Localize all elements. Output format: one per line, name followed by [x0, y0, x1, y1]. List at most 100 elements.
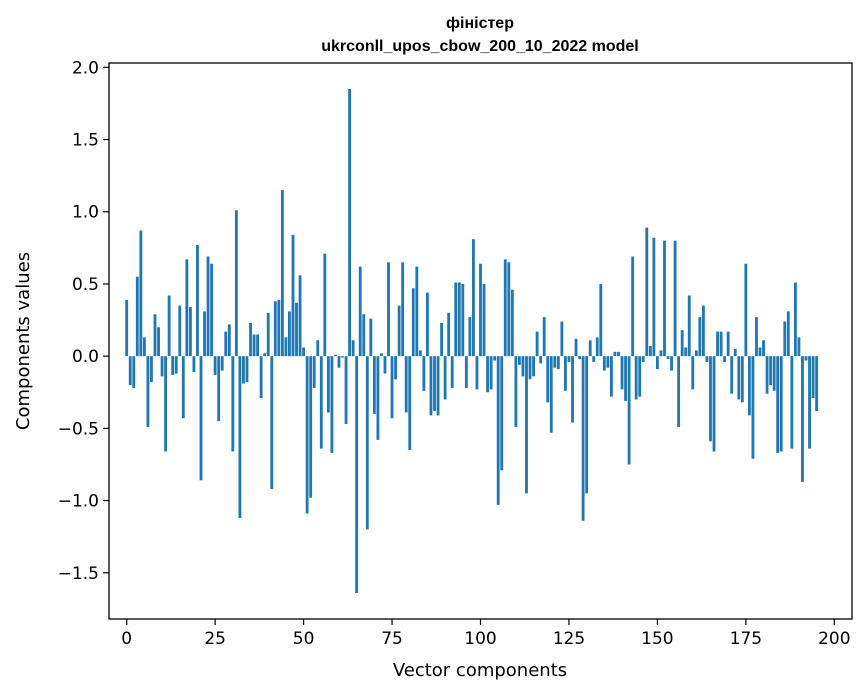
bar — [383, 356, 387, 374]
bar — [585, 356, 589, 494]
x-tick-label: 150 — [641, 629, 673, 649]
bar — [595, 337, 599, 357]
bar — [475, 356, 479, 390]
bar — [602, 356, 606, 371]
bar — [528, 356, 532, 380]
bar — [539, 356, 543, 364]
bar — [227, 324, 231, 357]
bar — [811, 356, 815, 399]
bar — [150, 356, 153, 383]
bar — [525, 356, 528, 494]
bar — [376, 356, 380, 440]
bar — [259, 356, 263, 399]
bar — [146, 356, 150, 427]
bar — [242, 356, 245, 384]
y-tick-label: 2.0 — [72, 58, 99, 78]
bar — [387, 262, 390, 357]
bar — [319, 356, 323, 449]
bar — [390, 356, 394, 419]
chart-subtitle: ukrconll_upos_cbow_200_10_2022 model — [321, 38, 638, 55]
y-tick-label: 1.5 — [72, 131, 99, 151]
bar — [793, 282, 797, 357]
bar — [500, 356, 504, 471]
bar — [592, 356, 596, 362]
bar — [188, 307, 192, 357]
bar — [627, 356, 631, 465]
bar — [510, 289, 514, 357]
bar — [599, 283, 603, 357]
bar — [415, 266, 419, 357]
bar — [160, 356, 164, 377]
bar — [783, 321, 787, 357]
x-tick-label: 50 — [293, 629, 315, 649]
bar — [808, 356, 811, 449]
bar — [776, 356, 780, 453]
bar — [210, 263, 214, 357]
bar — [256, 334, 260, 357]
bar — [280, 190, 284, 357]
bar — [709, 356, 712, 442]
bar — [723, 356, 727, 362]
bar — [694, 350, 698, 357]
bar — [394, 356, 397, 380]
bar — [461, 283, 465, 357]
bar — [309, 356, 313, 498]
bar — [178, 305, 182, 357]
bars-group — [125, 88, 819, 593]
bar — [659, 350, 663, 357]
bar — [199, 356, 203, 481]
bar — [273, 301, 277, 357]
bar — [404, 356, 408, 413]
bar — [213, 356, 217, 375]
bar — [355, 356, 359, 593]
bar — [249, 322, 252, 357]
bar — [217, 356, 221, 422]
bar — [472, 239, 475, 357]
bar — [581, 356, 585, 521]
bar — [203, 311, 206, 357]
bar — [128, 356, 132, 386]
bar — [744, 263, 748, 357]
bar — [638, 356, 642, 397]
bar — [542, 317, 546, 357]
bar — [192, 356, 196, 373]
bar — [482, 283, 486, 357]
bar — [231, 356, 235, 452]
bar — [196, 244, 199, 357]
bar — [436, 356, 440, 416]
bar — [747, 356, 751, 416]
y-tick-label: −0.5 — [58, 419, 99, 439]
bar — [737, 356, 741, 400]
bar — [365, 356, 369, 530]
bar — [167, 295, 171, 357]
y-axis-ticks: −1.5 −1.0 −0.5 0.0 0.5 1.0 1.5 2.0 — [58, 58, 109, 584]
bar — [291, 234, 295, 357]
bar — [270, 356, 274, 490]
bar — [135, 276, 139, 357]
bar — [174, 356, 178, 374]
bar — [518, 356, 521, 365]
x-tick-label: 0 — [121, 629, 132, 649]
x-axis-ticks: 0 25 50 75 100 125 150 175 200 — [121, 619, 851, 649]
bar — [571, 356, 574, 423]
bar — [691, 356, 695, 390]
bar — [341, 356, 344, 358]
bar — [323, 253, 327, 357]
bar — [206, 256, 210, 357]
y-axis-label: Components values — [13, 252, 34, 430]
bar — [606, 356, 610, 368]
bar — [663, 240, 666, 357]
bar — [751, 356, 755, 459]
bar — [617, 351, 620, 357]
bar — [433, 356, 436, 412]
bar — [546, 356, 550, 403]
bar — [362, 314, 366, 357]
bar — [535, 331, 539, 357]
bar — [454, 282, 458, 357]
bar — [302, 347, 306, 357]
y-tick-label: 0.0 — [72, 347, 99, 367]
bar — [755, 317, 758, 357]
bar — [680, 330, 684, 357]
bar — [687, 295, 691, 357]
